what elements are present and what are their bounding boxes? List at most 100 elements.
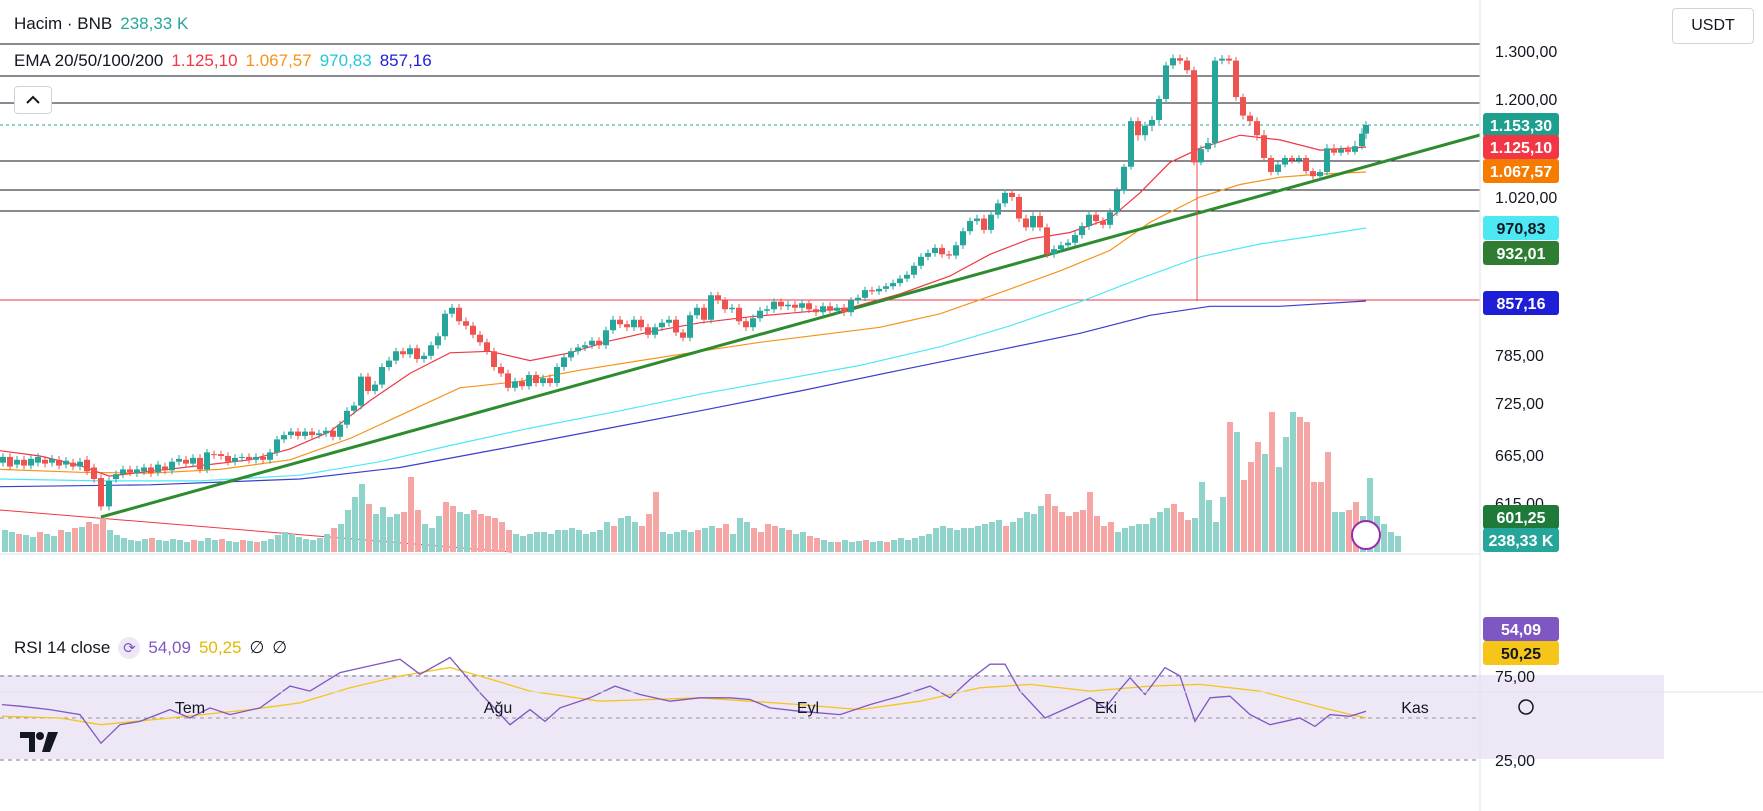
candle: [77, 461, 83, 467]
volume-bar: [989, 522, 995, 552]
candle: [1233, 60, 1239, 98]
candle: [757, 310, 763, 319]
refresh-icon[interactable]: ⟳: [118, 637, 141, 659]
volume-bar: [247, 541, 253, 552]
time-label: Tem: [175, 700, 205, 717]
candle: [897, 278, 903, 284]
time-label: Ağu: [484, 700, 512, 717]
rsi-line: [1, 656, 1367, 745]
volume-bar: [863, 540, 869, 552]
volume-bar: [625, 516, 631, 552]
volume-bar: [1381, 524, 1387, 552]
volume-bar: [1115, 532, 1121, 552]
candle: [169, 461, 175, 471]
time-label: Kas: [1401, 700, 1429, 717]
volume-bar: [387, 517, 393, 552]
volume-bar: [982, 524, 988, 552]
candle: [603, 330, 609, 346]
volume-bar: [422, 524, 428, 552]
volume-bar: [331, 528, 337, 552]
volume-bar: [429, 528, 435, 552]
candle: [162, 466, 168, 471]
volume-bar: [639, 526, 645, 552]
volume-bar: [198, 541, 204, 552]
volume-bar: [485, 516, 491, 552]
price-label: 1.067,57: [1490, 164, 1552, 181]
volume-bar: [961, 528, 967, 552]
candle: [561, 357, 567, 367]
candle: [967, 221, 973, 232]
volume-bar: [737, 518, 743, 552]
volume-bar: [1248, 462, 1254, 552]
candle: [554, 367, 560, 383]
candle: [7, 456, 13, 467]
volume-bar: [380, 507, 386, 552]
candle: [1009, 192, 1015, 197]
currency-button[interactable]: USDT: [1672, 8, 1754, 44]
volume-bar: [548, 534, 554, 552]
candle: [316, 433, 322, 436]
volume-bar: [1150, 518, 1156, 552]
volume-bar: [1206, 500, 1212, 552]
volume-bar: [226, 541, 232, 552]
time-label: Eyl: [797, 700, 819, 717]
volume-bar: [324, 534, 330, 552]
candle: [42, 459, 48, 464]
candle: [1282, 157, 1288, 165]
rsi-tick-label: 25,00: [1495, 753, 1535, 770]
volume-bar: [779, 528, 785, 552]
candle: [820, 306, 826, 313]
volume-bar: [254, 542, 260, 552]
volume-bar: [800, 532, 806, 552]
candle: [547, 378, 553, 383]
candle: [56, 459, 62, 466]
volume-bar: [310, 540, 316, 552]
candle: [337, 424, 343, 437]
volume-bar: [457, 512, 463, 552]
candle: [1100, 221, 1106, 225]
candle: [904, 274, 910, 279]
candle: [540, 378, 546, 383]
tradingview-logo[interactable]: [18, 728, 66, 756]
volume-bar: [219, 539, 225, 552]
collapse-legend-button[interactable]: [14, 86, 52, 114]
ema-legend: EMA 20/50/100/200 1.125,10 1.067,57 970,…: [14, 51, 432, 71]
candle: [1363, 125, 1369, 134]
candle: [855, 297, 861, 301]
rsi-legend: RSI 14 close ⟳ 54,09 50,25 ∅ ∅: [14, 637, 287, 659]
candle: [1317, 172, 1323, 177]
volume-bar: [513, 534, 519, 552]
candle: [1226, 58, 1232, 61]
rsi-ma-value: 50,25: [198, 638, 242, 657]
price-label-box: [1483, 241, 1559, 265]
candle: [98, 478, 104, 507]
volume-bar: [394, 514, 400, 552]
candle: [988, 214, 994, 230]
volume-bar: [58, 530, 64, 552]
support-trend-line: [100, 133, 1481, 519]
volume-bar: [751, 528, 757, 552]
candle: [673, 319, 679, 333]
candle: [134, 469, 140, 474]
volume-bar: [1052, 506, 1058, 552]
candle: [1212, 60, 1218, 144]
volume-bar: [821, 540, 827, 552]
volume-bar: [240, 540, 246, 552]
volume-bar: [37, 532, 43, 552]
volume-bar: [1325, 452, 1331, 552]
candle: [974, 218, 980, 222]
candle: [841, 307, 847, 313]
volume-bar: [1339, 512, 1345, 552]
candle: [484, 342, 490, 352]
candle: [1191, 70, 1197, 163]
volume-bar: [933, 528, 939, 552]
candle: [379, 367, 385, 385]
volume-bar: [947, 528, 953, 552]
volume-bar: [891, 540, 897, 552]
volume-bar: [1318, 482, 1324, 552]
ema100-line: [0, 227, 1367, 482]
candle: [995, 203, 1001, 215]
candle: [1254, 121, 1260, 136]
volume-bar: [51, 536, 57, 552]
